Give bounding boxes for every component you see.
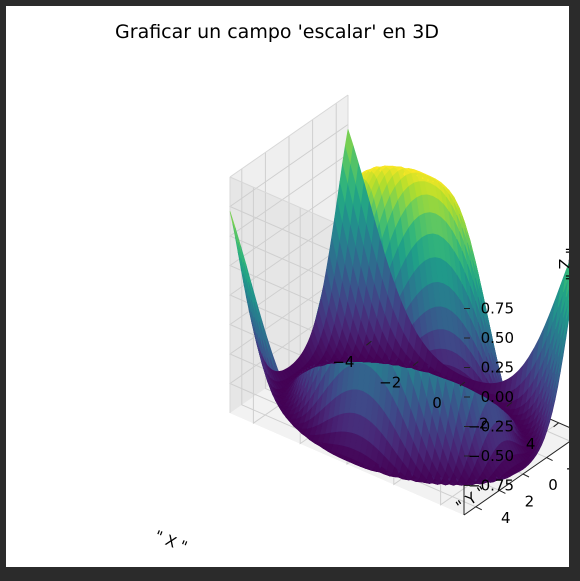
- y-tick-label: 4: [501, 509, 511, 527]
- y-tick: [546, 457, 553, 462]
- z-axis-label: " Z ": [555, 247, 569, 281]
- z-tick-label: −0.50: [468, 447, 514, 465]
- y-tick: [499, 489, 506, 494]
- surface-facet: [565, 298, 569, 320]
- x-tick-label: −4: [332, 353, 354, 371]
- surface-facet: [563, 308, 569, 339]
- z-tick-label: 0.50: [481, 329, 514, 347]
- x-tick: [553, 422, 559, 428]
- surface-chart: −4−2024−4−2024−0.75−0.50−0.250.000.250.5…: [115, 21, 569, 556]
- x-tick: [412, 361, 419, 366]
- axes-ticks: −4−2024−4−2024−0.75−0.50−0.250.000.250.5…: [332, 300, 569, 527]
- figure: −4−2024−4−2024−0.75−0.50−0.250.000.250.5…: [6, 6, 569, 567]
- x-tick-label: 0: [432, 394, 442, 412]
- surface-facet: [565, 274, 569, 298]
- z-tick-label: 0.75: [481, 300, 514, 318]
- surface-plot: [229, 129, 569, 486]
- y-tick-label: 0: [548, 476, 558, 494]
- z-tick-label: −0.75: [468, 477, 514, 495]
- y-tick: [522, 473, 530, 478]
- y-tick-label: 2: [525, 492, 535, 510]
- x-tick-label: 2: [479, 414, 489, 432]
- pane-edge: [229, 94, 349, 178]
- z-tick-label: −0.25: [468, 418, 514, 436]
- y-tick-label: −2: [566, 460, 569, 478]
- x-axis-label: " X ": [152, 527, 190, 556]
- z-tick-label: 0.25: [481, 359, 514, 377]
- x-tick-label: 4: [526, 435, 536, 453]
- x-tick: [366, 340, 372, 346]
- z-tick-label: 0.00: [481, 388, 514, 406]
- x-tick: [459, 381, 466, 387]
- chart-title: Graficar un campo 'escalar' en 3D: [115, 21, 439, 43]
- x-tick-label: −2: [379, 374, 401, 392]
- y-tick: [475, 506, 483, 511]
- x-tick: [506, 402, 513, 407]
